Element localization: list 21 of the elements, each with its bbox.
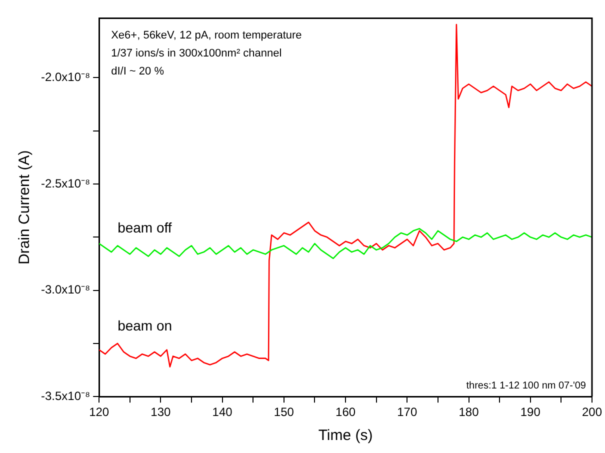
y-axis-title: Drain Current (A) — [16, 150, 34, 264]
y-tick-label: -2.0x10⁻⁸ — [40, 70, 90, 84]
x-tick-label: 120 — [89, 405, 110, 420]
x-tick-label: 190 — [520, 405, 541, 420]
x-tick-label: 140 — [212, 405, 233, 420]
x-tick-label: 200 — [582, 405, 602, 420]
x-tick-label: 130 — [150, 405, 172, 420]
x-tick-label: 180 — [458, 405, 480, 420]
x-axis-title: Time (s) — [318, 427, 373, 444]
y-tick-label: -2.5x10⁻⁸ — [40, 176, 90, 190]
y-tick-label: -3.5x10⁻⁸ — [40, 388, 90, 403]
series-label: beam on — [118, 317, 172, 334]
x-tick-label: 160 — [336, 405, 356, 420]
x-tick-label: 170 — [397, 405, 418, 420]
annotation: thres:1 1-12 100 nm 07-'09 — [466, 380, 586, 392]
x-tick-label: 150 — [274, 405, 294, 420]
annotation: dI/I ~ 20 % — [111, 66, 164, 78]
y-tick-label: -3.0x10⁻⁸ — [40, 282, 90, 297]
annotation: 1/37 ions/s in 300x100nm² channel — [111, 48, 282, 60]
annotation: Xe6+, 56keV, 12 pA, room temperature — [111, 30, 302, 42]
series-label: beam off — [118, 220, 172, 236]
